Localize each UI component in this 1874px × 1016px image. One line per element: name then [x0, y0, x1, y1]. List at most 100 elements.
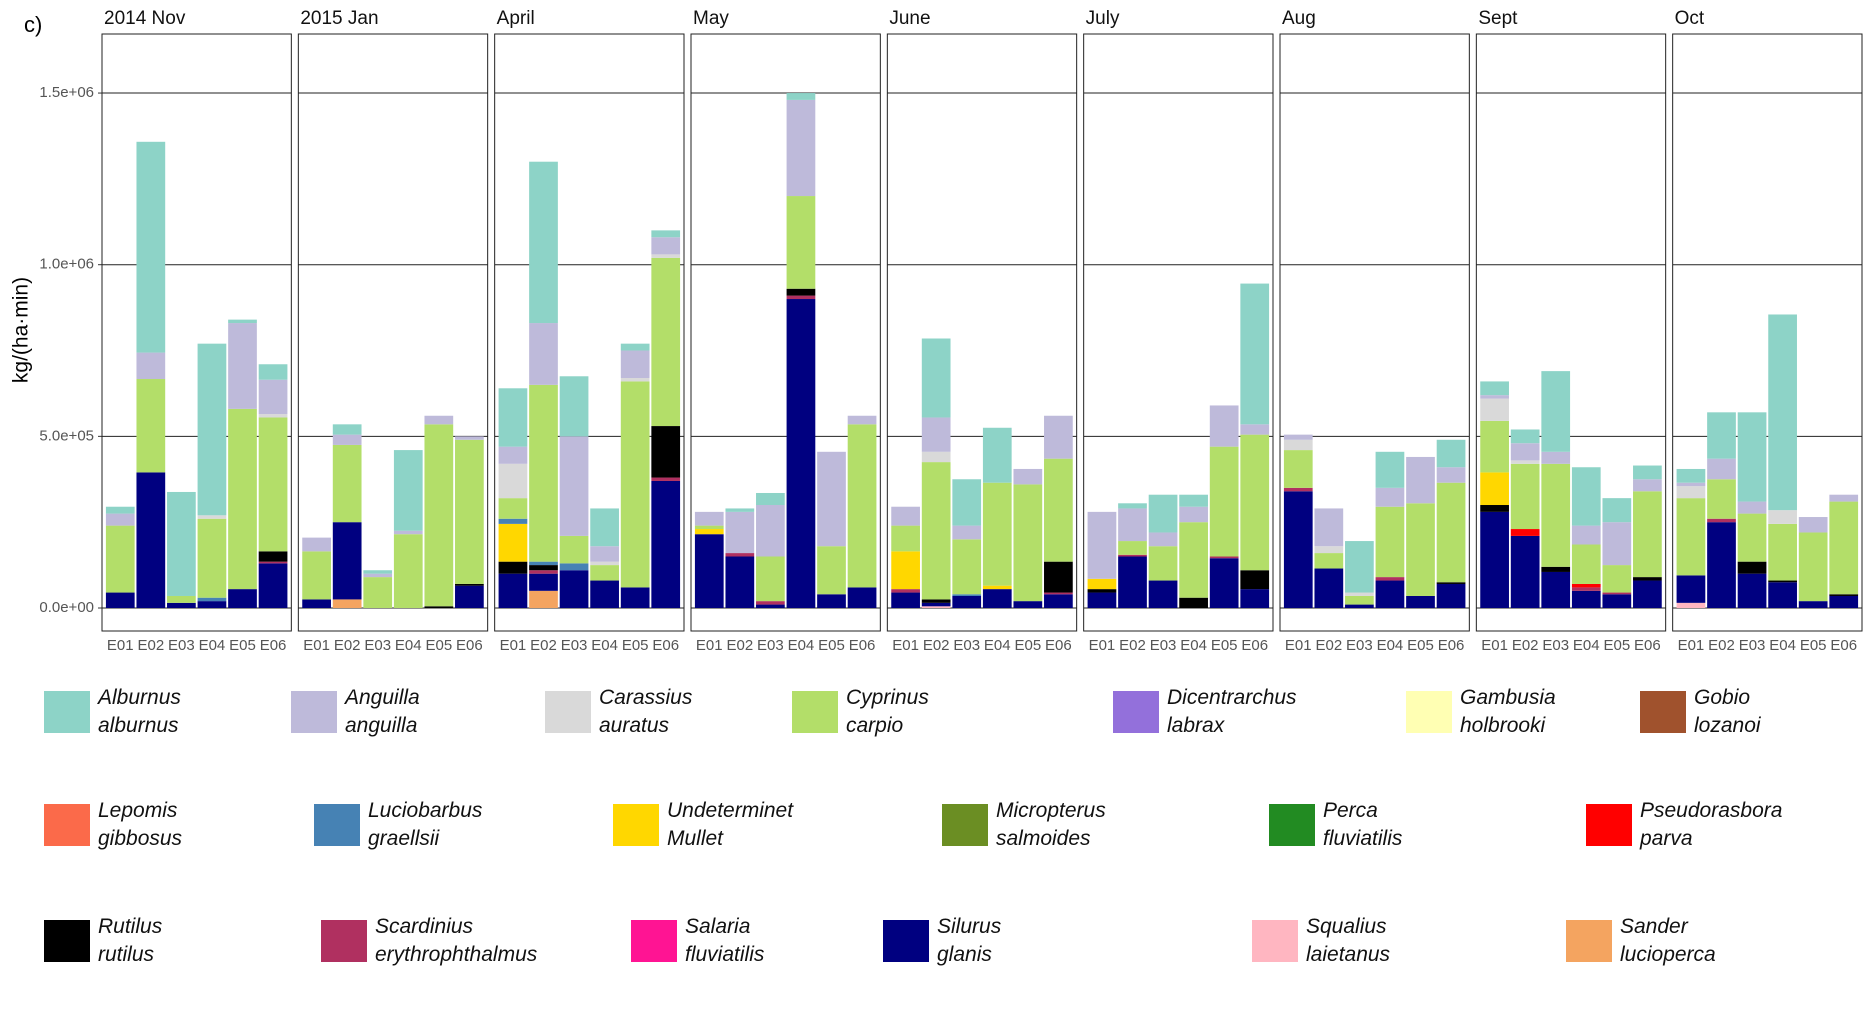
bar-segment: [228, 323, 257, 409]
bar-segment: [1510, 529, 1540, 536]
x-tick-label: E04: [1573, 637, 1600, 654]
legend-item: Alburnus alburnus: [44, 684, 181, 740]
bar-segment: [1013, 484, 1043, 602]
legend-label: Gobio lozanoi: [1694, 686, 1761, 737]
bar-segment: [1044, 415, 1073, 459]
legend-label: Silurus glanis: [937, 915, 1002, 966]
legend-swatch: [44, 691, 90, 733]
legend-label: Scardinius erythrophthalmus: [375, 915, 538, 966]
bar-segment: [1768, 580, 1797, 583]
bar-segment: [590, 561, 619, 566]
legend-label: Sander lucioperca: [1620, 915, 1716, 966]
bar-segment: [786, 295, 816, 300]
x-tick-label: E04: [199, 637, 226, 654]
bar-segment: [1345, 541, 1374, 593]
bar-segment: [1768, 510, 1797, 524]
bar-segment: [1768, 523, 1797, 581]
y-tick-label: 1.5e+06: [39, 84, 94, 101]
x-tick-label: E04: [591, 637, 618, 654]
legend-item: Squalius laietanus: [1252, 913, 1390, 969]
bar-segment: [590, 508, 619, 547]
bar-segment: [1602, 522, 1632, 566]
bar-segment: [363, 573, 393, 578]
bar-segment: [1314, 553, 1344, 569]
panel-title: 2014 Nov: [104, 8, 186, 29]
bar-segment: [1118, 556, 1147, 608]
bar-segment: [1541, 463, 1571, 567]
bar-segment: [620, 343, 650, 351]
bar-segment: [1737, 513, 1767, 562]
bar-segment: [167, 602, 196, 608]
bar-segment: [363, 577, 393, 608]
x-tick-label: E06: [1241, 637, 1268, 654]
bar-segment: [529, 161, 558, 324]
legend-item: Luciobarbus graellsii: [314, 797, 482, 853]
bar-segment: [1676, 575, 1706, 603]
bar-segment: [167, 491, 196, 596]
bar-segment: [694, 534, 724, 608]
bar-segment: [1571, 590, 1601, 608]
bar-segment: [455, 585, 484, 608]
legend-item: Micropterus salmoides: [942, 797, 1106, 853]
bar-segment: [1209, 558, 1239, 608]
bar-segment: [1602, 592, 1632, 595]
bar-segment: [620, 377, 650, 382]
bar-segment: [1314, 568, 1344, 608]
bar-segment: [1283, 487, 1313, 492]
bar-segment: [1707, 479, 1736, 519]
legend-label: Squalius laietanus: [1306, 915, 1391, 966]
bar-segment: [529, 570, 558, 574]
legend-item: Salaria fluviatilis: [631, 913, 764, 969]
x-tick-label: E06: [849, 637, 876, 654]
legend-label: Dicentrarchus labrax: [1167, 686, 1297, 737]
bar-segment: [228, 589, 257, 608]
bar-segment: [1406, 595, 1435, 608]
legend-item: Silurus glanis: [883, 913, 1001, 969]
bar-segment: [1602, 594, 1632, 608]
x-tick-label: E03: [364, 637, 391, 654]
panel-frame: [494, 33, 685, 632]
x-tick-label: E01: [107, 637, 134, 654]
bar-segment: [455, 439, 484, 584]
bar-segment: [1798, 532, 1828, 602]
bar-segment: [590, 546, 619, 562]
y-tick-label: 5.0e+05: [39, 427, 94, 444]
bar-segment: [1480, 505, 1509, 512]
x-tick-label: E02: [1512, 637, 1539, 654]
bar-segment: [1829, 501, 1859, 595]
x-tick-label: E05: [425, 637, 452, 654]
legend-item: Cyprinus carpio: [792, 684, 929, 740]
bar-segment: [1314, 508, 1344, 547]
bar-segment: [258, 414, 288, 418]
x-tick-label: E06: [456, 637, 483, 654]
legend-label: Gambusia holbrooki: [1460, 686, 1556, 737]
bar-segment: [817, 546, 846, 595]
panel-frame: [1279, 33, 1470, 632]
bar-segment: [1375, 580, 1405, 608]
bar-segment: [1633, 577, 1662, 581]
bar-segment: [651, 477, 681, 481]
bar-segment: [498, 463, 528, 499]
x-tick-label: E03: [953, 637, 980, 654]
bar-segment: [952, 594, 982, 596]
x-tick-label: E06: [1438, 637, 1465, 654]
legend-item: Sander lucioperca: [1566, 913, 1716, 969]
bar-segment: [1148, 532, 1178, 547]
x-tick-label: E03: [1150, 637, 1177, 654]
panel-title: April: [497, 8, 535, 29]
bar-segment: [136, 379, 166, 473]
bar-segment: [1633, 580, 1662, 608]
legend-swatch: [613, 804, 659, 846]
bar-segment: [891, 592, 920, 608]
x-tick-label: E01: [696, 637, 723, 654]
bar-segment: [1209, 405, 1239, 447]
bar-segment: [756, 556, 785, 602]
panel-title: May: [693, 8, 729, 29]
bar-segment: [756, 601, 785, 605]
panel-title: 2015 Jan: [300, 8, 378, 29]
bar-segment: [891, 525, 920, 552]
x-tick-label: E04: [1180, 637, 1207, 654]
x-tick-label: E01: [1678, 637, 1705, 654]
x-tick-label: E05: [622, 637, 649, 654]
bar-segment: [393, 450, 423, 531]
